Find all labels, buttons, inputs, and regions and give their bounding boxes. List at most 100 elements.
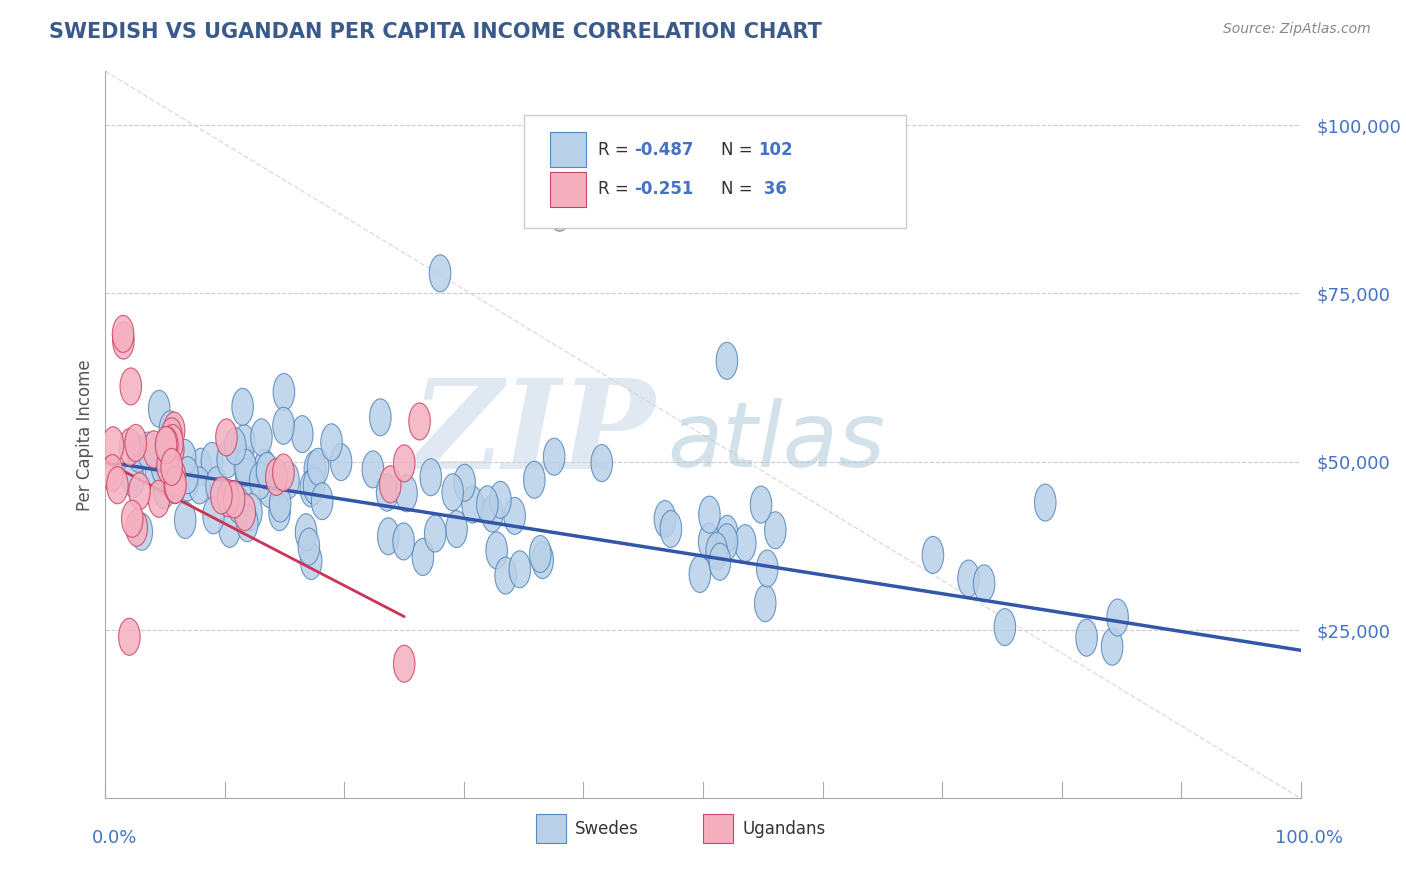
Bar xyxy=(703,814,733,844)
Ellipse shape xyxy=(751,486,772,523)
Text: Ugandans: Ugandans xyxy=(742,820,825,838)
Text: ZIP: ZIP xyxy=(412,374,655,496)
Ellipse shape xyxy=(370,399,391,436)
Ellipse shape xyxy=(441,474,464,511)
Ellipse shape xyxy=(461,486,484,523)
Ellipse shape xyxy=(1107,599,1129,636)
Ellipse shape xyxy=(477,486,498,523)
Y-axis label: Per Capita Income: Per Capita Income xyxy=(76,359,94,510)
Ellipse shape xyxy=(122,460,143,498)
Ellipse shape xyxy=(254,450,276,486)
Ellipse shape xyxy=(734,524,756,562)
Ellipse shape xyxy=(250,419,273,456)
Bar xyxy=(536,814,565,844)
Ellipse shape xyxy=(188,467,209,504)
Ellipse shape xyxy=(224,481,245,518)
Ellipse shape xyxy=(112,322,134,359)
Ellipse shape xyxy=(201,442,222,479)
Ellipse shape xyxy=(249,462,271,500)
Text: atlas: atlas xyxy=(666,398,886,486)
Ellipse shape xyxy=(219,510,240,548)
Ellipse shape xyxy=(531,541,554,579)
Text: 36: 36 xyxy=(758,180,787,198)
Text: 100.0%: 100.0% xyxy=(1275,829,1343,847)
Ellipse shape xyxy=(107,467,128,504)
Ellipse shape xyxy=(591,444,613,482)
Ellipse shape xyxy=(503,498,526,534)
Text: N =: N = xyxy=(721,141,758,159)
Ellipse shape xyxy=(412,539,433,575)
Ellipse shape xyxy=(654,500,676,538)
Ellipse shape xyxy=(217,441,239,478)
Ellipse shape xyxy=(145,453,167,491)
Ellipse shape xyxy=(957,560,980,597)
Ellipse shape xyxy=(165,467,186,503)
Ellipse shape xyxy=(153,472,174,508)
Ellipse shape xyxy=(149,391,170,427)
Ellipse shape xyxy=(301,542,322,580)
Ellipse shape xyxy=(717,516,738,552)
Ellipse shape xyxy=(394,645,415,682)
Ellipse shape xyxy=(922,536,943,574)
Ellipse shape xyxy=(128,435,149,472)
Ellipse shape xyxy=(269,493,290,531)
Ellipse shape xyxy=(103,426,124,464)
Ellipse shape xyxy=(127,509,148,546)
Ellipse shape xyxy=(295,514,316,550)
Ellipse shape xyxy=(278,462,299,499)
Ellipse shape xyxy=(689,556,710,592)
Text: N =: N = xyxy=(721,180,758,198)
Text: Source: ZipAtlas.com: Source: ZipAtlas.com xyxy=(1223,22,1371,37)
Ellipse shape xyxy=(236,505,257,541)
Bar xyxy=(550,171,586,207)
Ellipse shape xyxy=(973,565,995,602)
Ellipse shape xyxy=(756,550,778,587)
Ellipse shape xyxy=(174,501,195,539)
Ellipse shape xyxy=(160,449,183,485)
Text: 102: 102 xyxy=(758,141,793,159)
Ellipse shape xyxy=(299,470,322,507)
Ellipse shape xyxy=(330,443,352,481)
Ellipse shape xyxy=(131,513,152,550)
Ellipse shape xyxy=(211,477,232,514)
Ellipse shape xyxy=(311,483,333,520)
Text: -0.487: -0.487 xyxy=(634,141,693,159)
Ellipse shape xyxy=(153,458,176,495)
Ellipse shape xyxy=(159,411,181,448)
Ellipse shape xyxy=(543,438,565,475)
Ellipse shape xyxy=(495,558,516,594)
Ellipse shape xyxy=(482,495,503,532)
Ellipse shape xyxy=(1076,619,1097,657)
Ellipse shape xyxy=(155,426,177,464)
Ellipse shape xyxy=(706,533,727,569)
Ellipse shape xyxy=(489,482,512,518)
Text: Swedes: Swedes xyxy=(575,820,638,838)
Ellipse shape xyxy=(661,510,682,548)
Ellipse shape xyxy=(266,458,287,495)
Ellipse shape xyxy=(156,426,179,464)
Ellipse shape xyxy=(143,431,165,468)
Ellipse shape xyxy=(233,493,256,531)
Ellipse shape xyxy=(259,470,280,508)
FancyBboxPatch shape xyxy=(524,115,905,227)
Ellipse shape xyxy=(321,424,342,461)
Ellipse shape xyxy=(256,452,278,490)
Ellipse shape xyxy=(152,448,173,485)
Ellipse shape xyxy=(202,497,225,534)
Ellipse shape xyxy=(716,524,738,561)
Ellipse shape xyxy=(273,454,294,491)
Ellipse shape xyxy=(425,515,446,552)
Ellipse shape xyxy=(291,416,314,452)
Ellipse shape xyxy=(304,467,325,504)
Text: R =: R = xyxy=(598,141,634,159)
Ellipse shape xyxy=(394,445,415,482)
Ellipse shape xyxy=(523,461,546,499)
Ellipse shape xyxy=(156,447,179,483)
Ellipse shape xyxy=(392,523,415,560)
Ellipse shape xyxy=(112,316,134,352)
Ellipse shape xyxy=(205,467,228,504)
Ellipse shape xyxy=(165,458,186,495)
Ellipse shape xyxy=(120,368,142,405)
Ellipse shape xyxy=(273,374,295,410)
Ellipse shape xyxy=(446,510,467,548)
